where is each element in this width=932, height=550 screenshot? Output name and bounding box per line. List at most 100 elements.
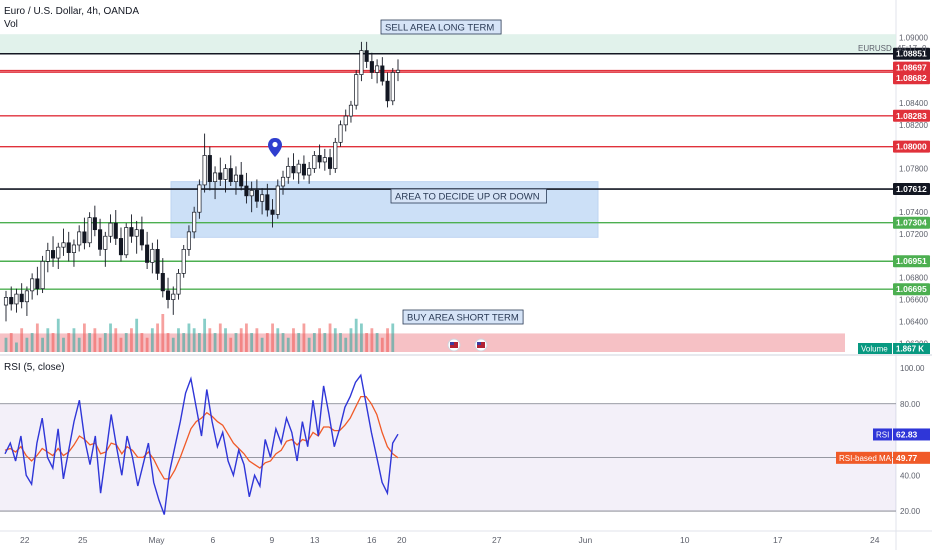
volume-badge[interactable]: Volume 1.867 K: [858, 343, 930, 354]
time-tick: 24: [870, 535, 880, 545]
price-badge-text: 1.08851: [896, 49, 927, 59]
buy-area-label[interactable]: BUY AREA SHORT TERM: [402, 309, 524, 325]
candle-body: [50, 250, 56, 259]
candle-body: [317, 155, 322, 163]
rsi-value-badge[interactable]: RSI 62.83: [873, 428, 930, 441]
time-tick: 22: [20, 535, 30, 545]
price-badge-bg: [893, 183, 930, 196]
rsi-label: RSI: [876, 430, 889, 439]
volume-badge-value: 1.867 K: [896, 345, 924, 354]
rsi-line: [4, 373, 399, 515]
volume-bar: [197, 333, 201, 352]
sell-area-label[interactable]: SELL AREA LONG TERM: [380, 19, 502, 35]
candle-body: [134, 229, 139, 237]
buy-zone[interactable]: [0, 333, 845, 352]
volume-bar: [292, 328, 295, 352]
flag-blue: [450, 342, 454, 345]
candle-body: [150, 248, 155, 263]
price-badge-bg: [893, 283, 930, 296]
candle-body: [369, 61, 374, 73]
volume-bar: [344, 337, 348, 352]
rsi-tick: 20.00: [900, 507, 921, 516]
volume-bar: [171, 337, 175, 352]
price-badge-text: 1.06695: [896, 284, 927, 294]
volume-bar: [177, 328, 180, 352]
us-flag-icon[interactable]: [474, 338, 488, 352]
volume-bars: [4, 314, 395, 352]
volume-bar: [203, 318, 207, 352]
volume-bar: [271, 323, 274, 352]
volume-bar: [281, 333, 285, 352]
rsi-indicator-title[interactable]: RSI (5, close): [4, 362, 65, 373]
price-badge-8[interactable]: 1.06695: [893, 283, 930, 296]
candle-body: [40, 261, 45, 290]
eu-flag-icon[interactable]: [447, 338, 461, 352]
candle-body: [77, 231, 82, 246]
candle-body: [129, 227, 134, 237]
candle-body: [291, 165, 296, 174]
volume-bar: [156, 323, 159, 352]
candle-body: [233, 174, 239, 182]
price-badge-bg: [893, 140, 930, 153]
price-badge-3[interactable]: 1.08283: [893, 109, 930, 122]
candle-body: [92, 217, 97, 231]
volume-bar: [109, 323, 112, 352]
price-badge-4[interactable]: 1.08000: [893, 140, 930, 153]
candle-body: [286, 165, 291, 178]
volume-bar: [67, 333, 71, 352]
candle-body: [45, 250, 50, 262]
candle-body: [301, 163, 306, 176]
candle-body: [155, 248, 160, 274]
volume-bar: [208, 328, 212, 352]
price-badge-1[interactable]: 1.08697: [893, 61, 930, 74]
rsi-value-bg: [893, 428, 930, 441]
candle-body: [270, 209, 275, 215]
symbol-title[interactable]: Euro / U.S. Dollar, 4h, OANDA: [4, 6, 140, 17]
candle-body: [390, 72, 395, 102]
volume-bar: [333, 328, 337, 352]
volume-indicator-label[interactable]: Vol: [4, 19, 18, 30]
candle-body: [254, 190, 259, 202]
location-pin-icon[interactable]: [268, 138, 282, 157]
price-badge-6[interactable]: 1.07304: [893, 216, 930, 229]
candle-body: [9, 297, 14, 305]
candle-body: [239, 174, 244, 187]
volume-bar: [213, 333, 217, 352]
candle-body: [296, 163, 301, 174]
volume-bar: [339, 333, 342, 352]
volume-bar: [360, 323, 363, 352]
volume-bar: [245, 323, 248, 352]
time-tick: 25: [78, 535, 88, 545]
ma-label-bg: [836, 451, 892, 464]
volume-bar: [15, 342, 18, 352]
candle-body: [118, 238, 124, 256]
volume-bar: [140, 333, 144, 352]
decide-area-label[interactable]: AREA TO DECIDE UP OR DOWN: [390, 188, 547, 204]
price-badge-5[interactable]: 1.07612: [893, 183, 930, 196]
volume-bar: [161, 314, 165, 352]
volume-bar: [135, 318, 139, 352]
price-badge-0[interactable]: 1.08851: [893, 47, 930, 60]
volume-bar: [349, 328, 353, 352]
price-badge-2[interactable]: 1.08682: [893, 72, 930, 85]
candle-body: [82, 231, 87, 244]
candle-body: [260, 194, 265, 202]
price-tick: 1.08200: [899, 121, 928, 130]
candle-body: [113, 222, 118, 239]
rsi-ma-badge[interactable]: RSI-based MA 49.77: [836, 451, 930, 464]
volume-badge-value-bg: [893, 343, 930, 354]
volume-bar: [35, 323, 39, 352]
price-badge-text: 1.07304: [896, 218, 927, 228]
volume-bar: [323, 333, 327, 352]
candle-body: [14, 293, 19, 305]
volume-bar: [30, 333, 34, 352]
price-badge-7[interactable]: 1.06951: [893, 255, 930, 268]
time-tick: 13: [310, 535, 320, 545]
ma-value-bg: [893, 451, 930, 464]
candle-body: [207, 155, 212, 182]
volume-bar: [375, 333, 379, 352]
time-tick: 27: [492, 535, 502, 545]
candle-body: [145, 244, 150, 263]
